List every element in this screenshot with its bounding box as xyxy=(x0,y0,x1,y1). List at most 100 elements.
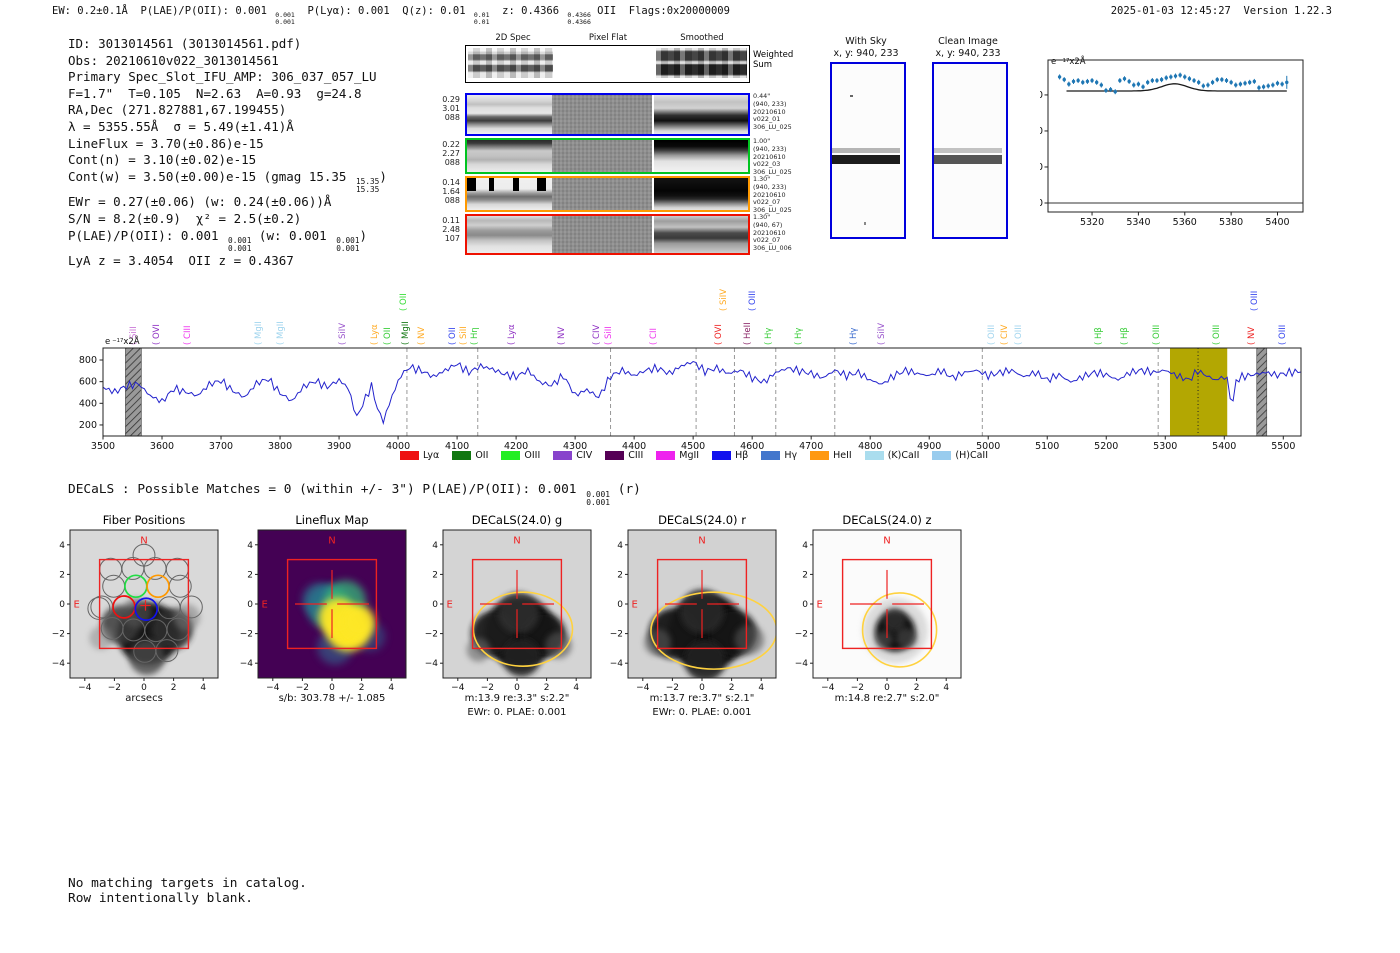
cutout-lineflux-map: N E −4 −4 −2 −2 0 0 2 2 4 4 xyxy=(240,529,407,693)
svg-text:−4: −4 xyxy=(425,659,439,669)
legend-label: (H)CaII xyxy=(955,450,989,461)
legend-swatch xyxy=(400,451,419,460)
svg-text:−2: −2 xyxy=(851,683,864,693)
svg-text:5000: 5000 xyxy=(976,441,1000,452)
cutout-fiber-positions: N E −4 −4 −2 −2 0 0 2 2 4 4 xyxy=(52,529,219,693)
svg-text:600: 600 xyxy=(1040,90,1043,101)
cutout-decals-z: N E −4 −4 −2 −2 0 0 2 2 4 4 xyxy=(795,529,962,693)
twod-image-strip xyxy=(654,178,748,210)
twod-row-left-label: 0.29 3.01 088 xyxy=(442,95,460,122)
legend-label: HeII xyxy=(833,450,852,461)
info-line: LyA z = 3.4054 OII z = 0.4367 xyxy=(68,253,294,269)
spectrum-legend: Lyα OII OIII CIV CIII MgII Hβ Hγ HeII (K)CaII (H)C… xyxy=(400,450,988,461)
twod-image-strip xyxy=(654,140,748,172)
svg-text:−4: −4 xyxy=(610,659,624,669)
cutout-caption-sb-ratio: s/b: 303.78 +/- 1.085 xyxy=(278,693,386,704)
svg-text:4900: 4900 xyxy=(917,441,941,452)
svg-text:0: 0 xyxy=(141,683,147,693)
twod-image-strip xyxy=(654,216,748,253)
main-flux-units-annotation: e −17 x2Å xyxy=(105,337,140,347)
svg-text:−4: −4 xyxy=(266,683,280,693)
legend-item: HeII xyxy=(810,450,852,461)
info-line: EWr = 0.27(±0.06) (w: 0.24(±0.06))Å xyxy=(68,194,332,210)
svg-text:5320: 5320 xyxy=(1080,217,1104,228)
with-sky-title: With Sky x, y: 940, 233 xyxy=(833,36,899,59)
svg-text:4500: 4500 xyxy=(681,441,705,452)
svg-text:4: 4 xyxy=(758,683,764,693)
svg-text:−2: −2 xyxy=(52,630,65,640)
svg-text:4: 4 xyxy=(617,541,623,551)
svg-text:−2: −2 xyxy=(108,683,121,693)
sup-sub-value: −17 xyxy=(112,337,124,344)
svg-text:−4: −4 xyxy=(795,659,809,669)
svg-text:5500: 5500 xyxy=(1271,441,1295,452)
svg-text:4300: 4300 xyxy=(563,441,587,452)
col-title-2d-spec: 2D Spec xyxy=(495,33,531,43)
sup-sub-value: 0.001 0.001 xyxy=(275,10,295,26)
svg-text:3500: 3500 xyxy=(91,441,115,452)
svg-text:−2: −2 xyxy=(610,630,623,640)
svg-text:0: 0 xyxy=(802,600,808,610)
twod-row-left-label: 0.11 2.48 107 xyxy=(442,216,460,243)
svg-text:2: 2 xyxy=(247,570,253,580)
svg-text:2: 2 xyxy=(544,683,550,693)
svg-text:−4: −4 xyxy=(451,683,465,693)
svg-text:−4: −4 xyxy=(636,683,650,693)
svg-text:2: 2 xyxy=(432,570,438,580)
weighted-smoothed-strip xyxy=(656,48,747,78)
legend-swatch xyxy=(810,451,830,460)
svg-text:0: 0 xyxy=(617,600,623,610)
decals-match-line: DECaLS : Possible Matches = 0 (within +/… xyxy=(68,482,641,507)
svg-text:0: 0 xyxy=(247,600,253,610)
footer-line-2: Row intentionally blank. xyxy=(68,891,253,906)
twod-image-strip xyxy=(654,95,748,134)
info-line: λ = 5355.55Å σ = 5.49(±1.41)Å xyxy=(68,118,294,134)
svg-text:−4: −4 xyxy=(821,683,835,693)
footer-line-1: No matching targets in catalog. xyxy=(68,876,307,891)
svg-text:N: N xyxy=(513,535,520,546)
svg-text:3800: 3800 xyxy=(268,441,292,452)
svg-text:N: N xyxy=(328,535,335,546)
col-title-pixel-flat: Pixel Flat xyxy=(588,33,628,43)
cutout-title-lineflux: Lineflux Map xyxy=(295,513,369,527)
svg-text:2: 2 xyxy=(729,683,735,693)
emission-line-label: ( SiIV xyxy=(719,288,729,311)
inset-flux-units-annotation: e −17 x2Å xyxy=(1051,57,1086,67)
svg-text:−4: −4 xyxy=(240,659,254,669)
svg-text:4: 4 xyxy=(432,541,438,551)
svg-text:400: 400 xyxy=(1040,126,1043,137)
cutout-decals-r: N E −4 −4 −2 −2 0 0 2 2 4 4 xyxy=(610,529,777,693)
cutout-caption-z-mag: m:14.8 re:2.7" s:2.0" xyxy=(834,693,940,704)
svg-text:−2: −2 xyxy=(481,683,494,693)
legend-item: (K)CaII xyxy=(864,450,919,461)
weighted-2d-strip xyxy=(468,48,553,78)
svg-text:N: N xyxy=(698,535,705,546)
legend-label: Lyα xyxy=(423,450,440,461)
svg-text:E: E xyxy=(816,600,822,611)
svg-text:0: 0 xyxy=(329,683,335,693)
twod-image-strip xyxy=(467,216,552,253)
legend-label: Hγ xyxy=(784,450,798,461)
weighted-sum-label: Weighted Sum xyxy=(753,50,794,70)
cutout-title-decals-g: DECaLS(24.0) g xyxy=(471,513,563,527)
svg-text:4400: 4400 xyxy=(622,441,646,452)
svg-text:4700: 4700 xyxy=(799,441,823,452)
cutout-caption-r-ewr: EWr: 0. PLAE: 0.001 xyxy=(652,707,752,718)
svg-text:2: 2 xyxy=(802,570,808,580)
info-line: F=1.7" T=0.105 N=2.63 A=0.93 g=24.8 xyxy=(68,85,362,101)
info-line: RA,Dec (271.827881,67.199455) xyxy=(68,102,287,118)
emission-line-zoom-plot: 5320 5340 5360 5380 5400 0 200 400 600 xyxy=(1040,59,1304,228)
legend-swatch xyxy=(553,451,573,460)
svg-text:200: 200 xyxy=(1040,162,1043,173)
svg-text:3600: 3600 xyxy=(150,441,174,452)
cutout-title-decals-z: DECaLS(24.0) z xyxy=(842,513,932,527)
svg-text:−4: −4 xyxy=(78,683,92,693)
svg-text:5340: 5340 xyxy=(1126,217,1150,228)
svg-text:5380: 5380 xyxy=(1219,217,1243,228)
svg-text:−2: −2 xyxy=(296,683,309,693)
svg-text:2: 2 xyxy=(617,570,623,580)
emission-line-label: ( OIII xyxy=(1250,290,1260,311)
svg-text:3700: 3700 xyxy=(209,441,233,452)
twod-row-left-label: 0.14 1.64 088 xyxy=(442,178,460,205)
